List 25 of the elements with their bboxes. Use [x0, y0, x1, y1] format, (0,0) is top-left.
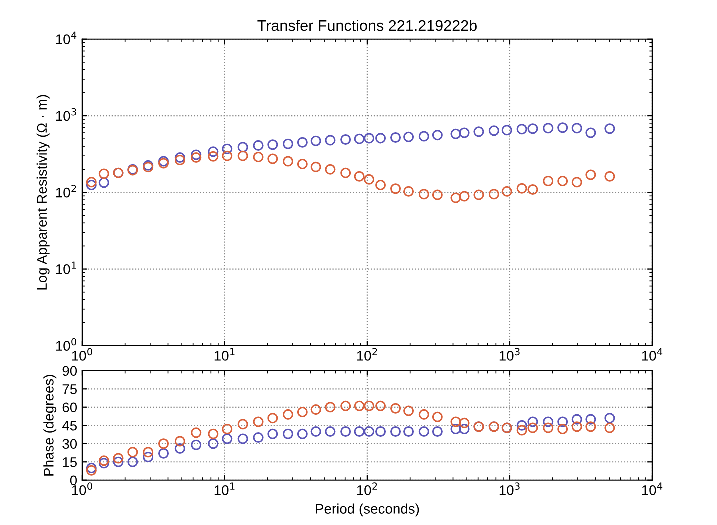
x-tick-label: 10$^{4}$ — [642, 348, 663, 361]
x-axis-title: Period (seconds) — [316, 504, 420, 517]
y-axis-title: Log Apparent Resistivity (Ω · m) — [36, 95, 50, 290]
x-tick-label: 10$^{1}$ — [214, 482, 235, 496]
y-tick-label: 30 — [62, 439, 78, 450]
y-tick-label: 0 — [70, 476, 78, 486]
y-tick-label: 45 — [62, 421, 78, 431]
y-tick-label: 90 — [62, 366, 78, 376]
y-tick-label: 10$^{0}$ — [56, 338, 76, 351]
x-tick-label: 10$^{2}$ — [357, 482, 378, 496]
y-tick-label: 10$^{1}$ — [56, 262, 76, 274]
y-axis-title: Phase (degrees) — [44, 375, 57, 476]
y-tick-label: 10$^{3}$ — [56, 108, 76, 122]
x-tick-label: 10$^{3}$ — [500, 348, 520, 361]
y-tick-label: 60 — [62, 402, 78, 413]
y-tick-label: 75 — [62, 384, 78, 394]
y-tick-label: 10$^{4}$ — [56, 32, 77, 44]
x-tick-label: 10$^{1}$ — [214, 348, 235, 361]
x-tick-label: 10$^{4}$ — [642, 482, 663, 496]
y-tick-label: 10$^{2}$ — [56, 185, 76, 198]
x-tick-label: 10$^{2}$ — [357, 348, 378, 361]
chart-title: Transfer Functions 221.219222b — [258, 20, 477, 32]
x-tick-label: 10$^{3}$ — [500, 482, 520, 496]
y-tick-label: 15 — [63, 458, 78, 468]
x-tick-label: 10$^{0}$ — [72, 348, 92, 361]
